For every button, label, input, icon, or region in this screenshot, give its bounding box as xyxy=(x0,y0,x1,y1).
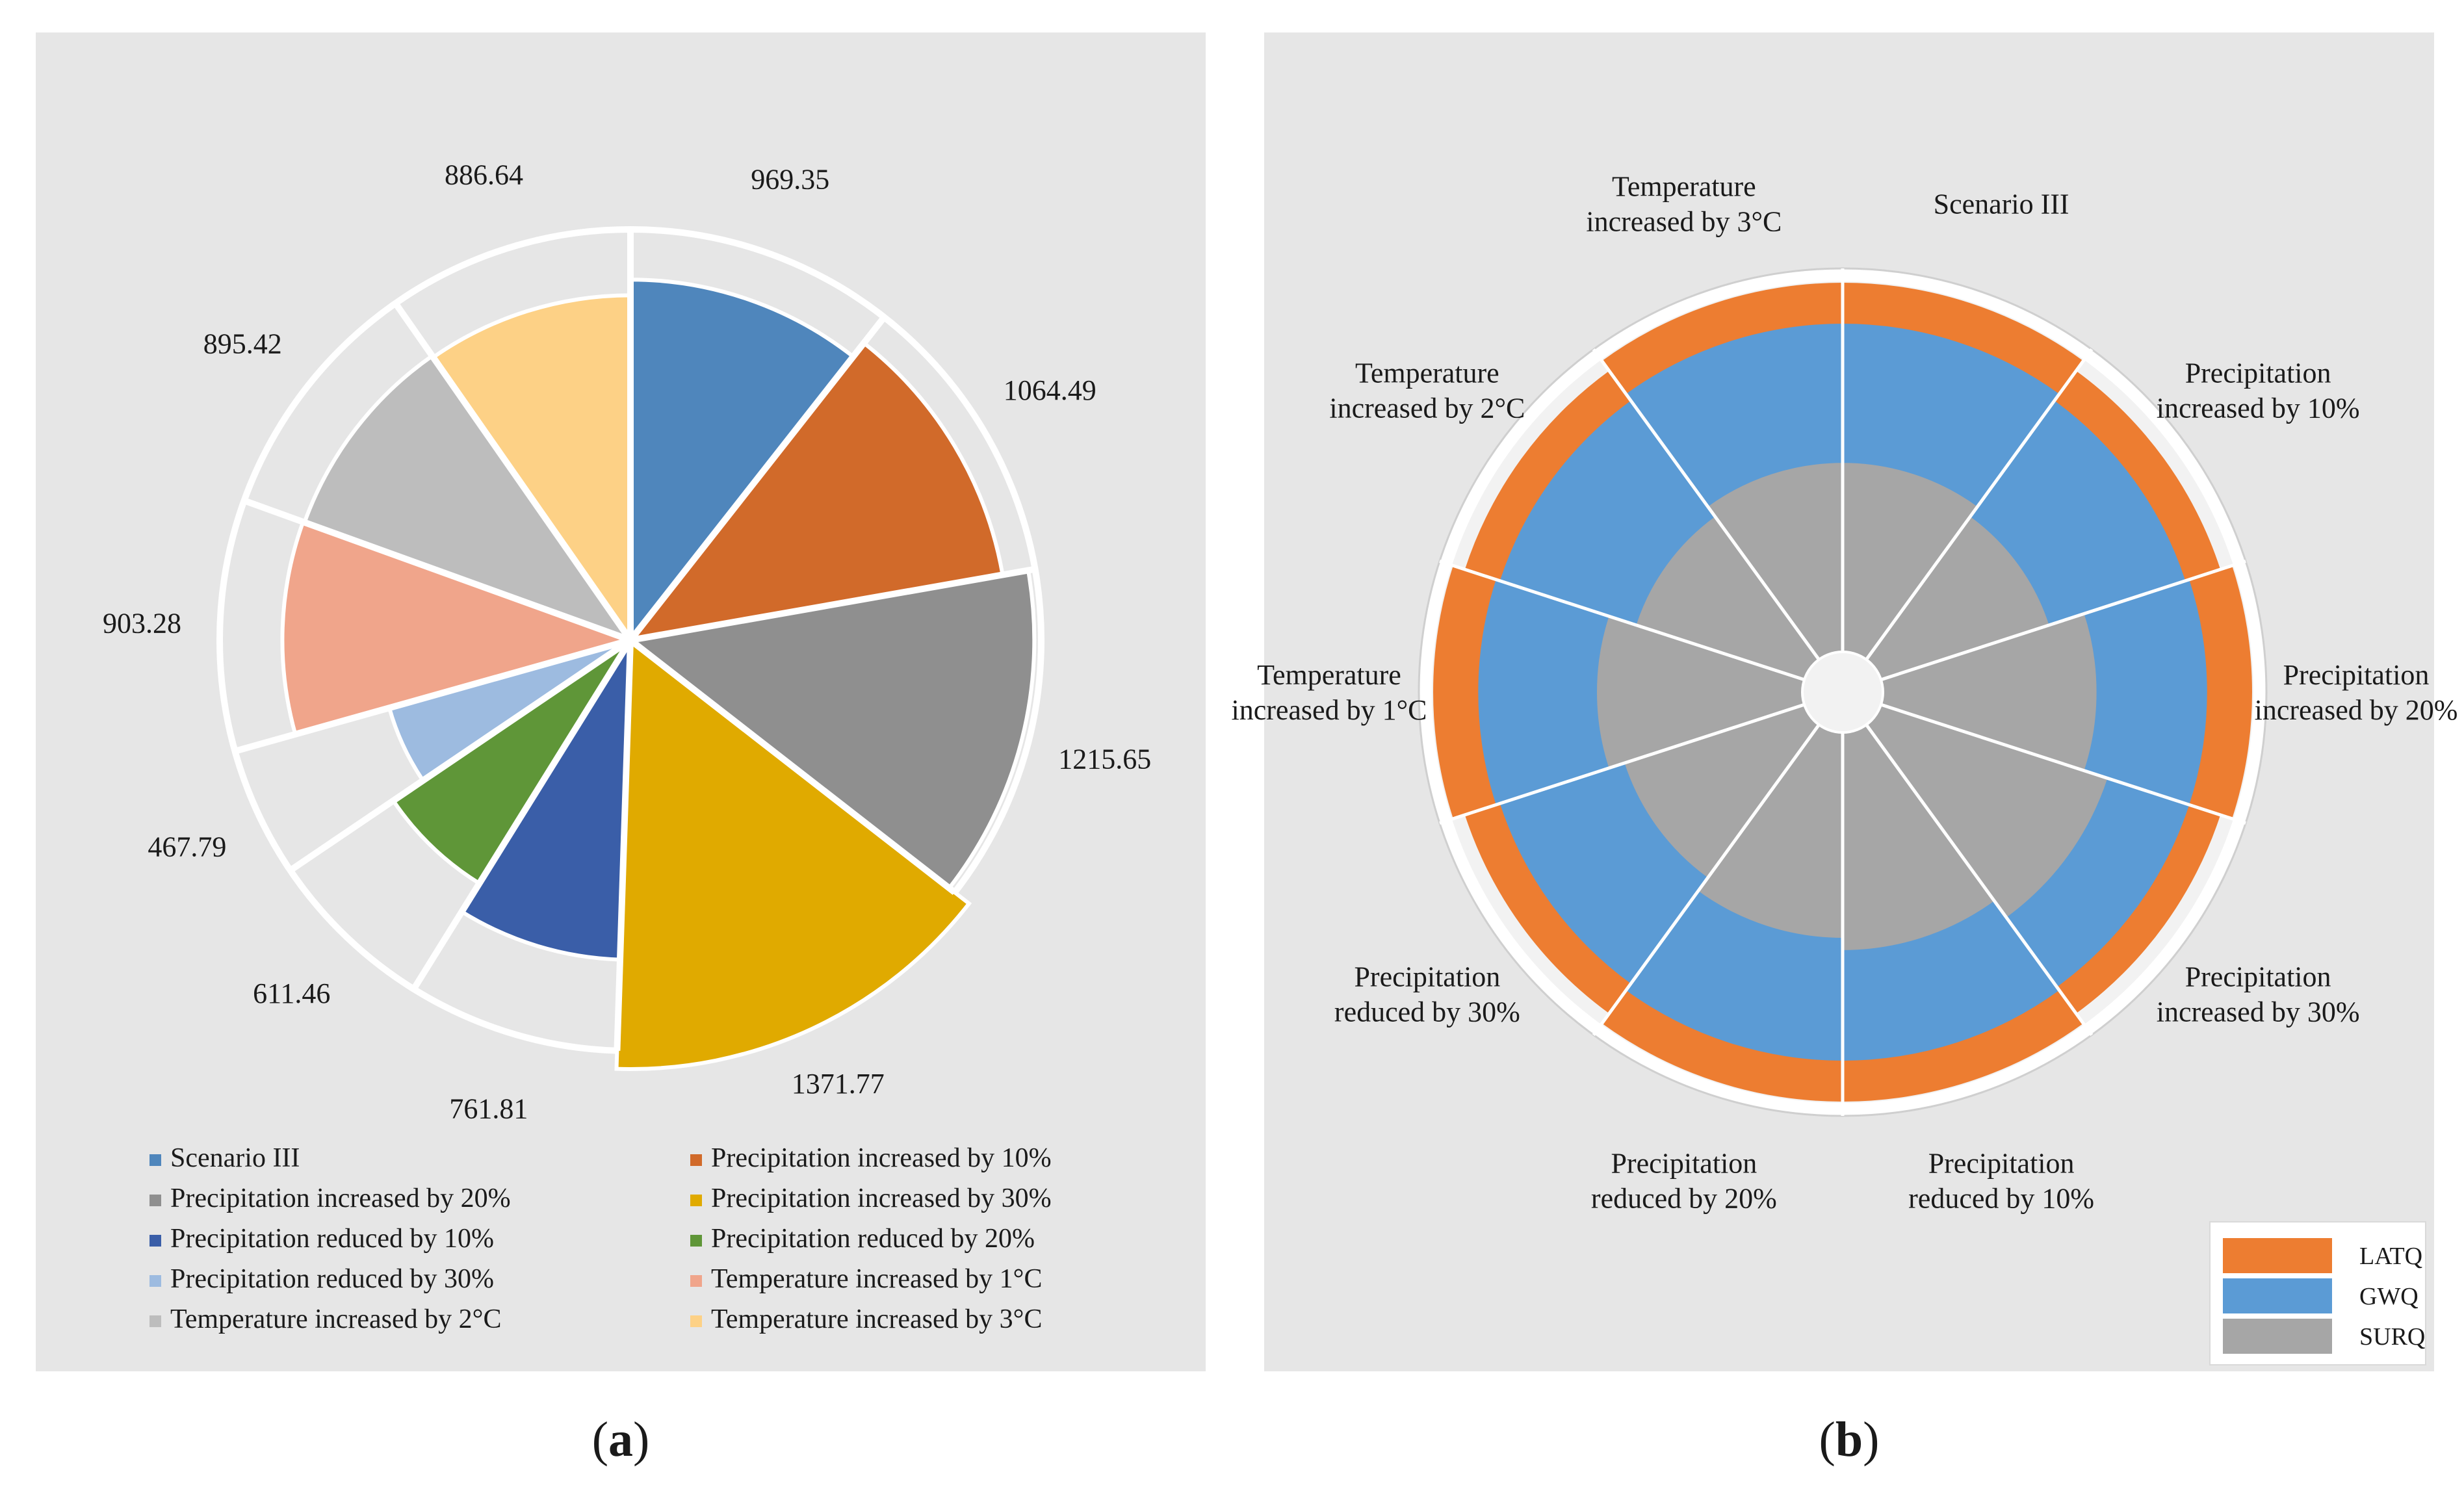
legend-b: LATQ GWQ SURQ xyxy=(2209,1221,2426,1365)
rose-slice-precipitation-increased-by-20pct xyxy=(625,568,1037,891)
legend-a: Scenario III Precipitation increased by 1… xyxy=(149,1143,1052,1334)
rose-slice-temperature-increased-by-1c xyxy=(280,519,637,737)
rose-slice-precipitation-reduced-by-10pct xyxy=(459,632,633,962)
radial-hub xyxy=(1801,651,1884,734)
rose-spoke xyxy=(393,301,634,642)
category-label-precipitation-increased-by-30pct: Precipitation increased by 30% xyxy=(2157,961,2360,1028)
surq-segment-precipitation-increased-by-30pct xyxy=(1843,692,2108,918)
value-label-temperature-increased-by-2c: 895.42 xyxy=(203,328,282,359)
rose-slices xyxy=(280,278,1037,1071)
legend-swatch-precipitation-increased-by-30pct xyxy=(690,1195,702,1206)
surq-segment-precipitation-reduced-by-30pct xyxy=(1624,692,1843,878)
surq-segment-precipitation-reduced-by-10pct xyxy=(1843,692,1995,950)
radial-spoke xyxy=(1841,691,2094,1036)
legend-label-precipitation-reduced-by-30pct: Precipitation reduced by 30% xyxy=(170,1264,494,1294)
value-label-precipitation-reduced-by-10pct: 761.81 xyxy=(449,1093,528,1125)
value-label-temperature-increased-by-3c: 886.64 xyxy=(445,159,523,191)
radial-spokes xyxy=(1439,268,2246,1116)
rose-slice-temperature-increased-by-2c xyxy=(302,353,636,645)
category-label-precipitation-reduced-by-20pct: Precipitation reduced by 20% xyxy=(1591,1147,1777,1214)
surq-segment-temperature-increased-by-1c xyxy=(1597,616,1843,768)
rose-value-labels: 969.35 1064.49 1215.65 1371.77 761.81 611.46 4… xyxy=(103,159,1151,1125)
value-label-scenario-iii: 969.35 xyxy=(751,163,829,195)
legend-swatch-latq xyxy=(2223,1238,2332,1273)
radial-spoke xyxy=(1842,560,2246,694)
surq-segment-temperature-increased-by-3c xyxy=(1707,463,1843,692)
surq-segment-precipitation-increased-by-20pct xyxy=(1843,614,2097,771)
legend-swatch-scenario-iii xyxy=(149,1154,161,1166)
surq-segment-precipitation-reduced-by-20pct xyxy=(1698,692,1843,938)
value-label-precipitation-reduced-by-20pct: 611.46 xyxy=(253,977,330,1009)
legend-swatch-precipitation-reduced-by-20pct xyxy=(690,1235,702,1247)
radial-spoke xyxy=(1592,348,1845,693)
legend-label-precipitation-increased-by-30pct: Precipitation increased by 30% xyxy=(711,1183,1052,1213)
category-label-scenario-iii: Scenario III xyxy=(1934,188,2069,220)
surq-segment-precipitation-increased-by-10pct xyxy=(1843,516,2049,692)
legend-label-temperature-increased-by-2c: Temperature increased by 2°C xyxy=(170,1304,501,1334)
legend-swatch-temperature-increased-by-3c xyxy=(690,1315,702,1327)
radial-chart-panel: Scenario III Precipitation increased by 10… xyxy=(1231,32,2458,1371)
rose-chart-panel: 969.35 1064.49 1215.65 1371.77 761.81 611.46 4… xyxy=(36,32,1206,1371)
category-label-temperature-increased-by-2c: Temperature increased by 2°C xyxy=(1329,357,1525,424)
rose-spokes xyxy=(234,229,1036,1051)
radial-spoke xyxy=(1439,560,1843,694)
rose-spoke xyxy=(630,565,1036,643)
rose-spoke xyxy=(288,637,632,873)
legend-label-precipitation-reduced-by-10pct: Precipitation reduced by 10% xyxy=(170,1224,494,1254)
rose-slice-precipitation-increased-by-30pct xyxy=(614,636,972,1071)
rose-spoke xyxy=(628,638,957,896)
rose-spoke xyxy=(614,640,634,1051)
legend-swatch-precipitation-reduced-by-10pct xyxy=(149,1235,161,1247)
rose-spoke xyxy=(234,637,632,755)
value-label-precipitation-increased-by-30pct: 1371.77 xyxy=(792,1068,885,1100)
category-label-temperature-increased-by-1c: Temperature increased by 1°C xyxy=(1231,659,1427,726)
category-label-precipitation-increased-by-10pct: Precipitation increased by 10% xyxy=(2157,357,2360,424)
value-label-precipitation-increased-by-10pct: 1064.49 xyxy=(1004,374,1096,406)
panel-a-label: (a) xyxy=(592,1412,650,1467)
radial-spoke xyxy=(1842,690,2246,825)
rose-slice-scenario-iii xyxy=(629,278,856,646)
legend-swatch-temperature-increased-by-2c xyxy=(149,1315,161,1327)
rose-slice-precipitation-reduced-by-20pct xyxy=(390,638,632,886)
category-label-precipitation-reduced-by-30pct: Precipitation reduced by 30% xyxy=(1334,961,1520,1028)
legend-swatch-precipitation-reduced-by-30pct xyxy=(149,1275,161,1287)
value-label-temperature-increased-by-1c: 903.28 xyxy=(103,608,181,640)
value-label-precipitation-increased-by-20pct: 1215.65 xyxy=(1058,743,1151,775)
legend-label-scenario-iii: Scenario III xyxy=(170,1143,300,1173)
legend-label-surq: SURQ xyxy=(2359,1323,2425,1351)
legend-swatch-gwq xyxy=(2223,1278,2332,1313)
legend-label-gwq: GWQ xyxy=(2359,1283,2419,1310)
legend-label-temperature-increased-by-1c: Temperature increased by 1°C xyxy=(711,1264,1042,1294)
category-label-precipitation-increased-by-20pct: Precipitation increased by 20% xyxy=(2255,659,2458,726)
radial-spoke xyxy=(1439,690,1843,825)
rose-spoke xyxy=(411,638,634,991)
panel-b-label: (b) xyxy=(1819,1412,1880,1467)
radial-spoke xyxy=(1592,691,1845,1036)
rose-spoke xyxy=(242,497,632,643)
panel-b-letter: b xyxy=(1835,1412,1863,1467)
surq-segment-scenario-iii xyxy=(1843,463,1978,692)
legend-label-precipitation-reduced-by-20pct: Precipitation reduced by 20% xyxy=(711,1224,1035,1254)
rose-slice-precipitation-increased-by-10pct xyxy=(625,340,1005,643)
surq-segment-temperature-increased-by-2c xyxy=(1636,516,1843,692)
rose-spoke xyxy=(628,315,887,643)
rose-slice-temperature-increased-by-3c xyxy=(430,293,632,647)
legend-swatch-temperature-increased-by-1c xyxy=(690,1275,702,1287)
legend-swatch-precipitation-increased-by-20pct xyxy=(149,1195,161,1206)
category-label-precipitation-reduced-by-10pct: Precipitation reduced by 10% xyxy=(1908,1147,2094,1214)
radial-category-labels: Scenario III Precipitation increased by 10… xyxy=(1231,171,2458,1215)
legend-label-precipitation-increased-by-10pct: Precipitation increased by 10% xyxy=(711,1143,1052,1173)
category-label-temperature-increased-by-3c: Temperature increased by 3°C xyxy=(1586,171,1782,238)
panel-a-letter: a xyxy=(608,1412,633,1467)
radial-spoke xyxy=(1841,348,2094,693)
value-label-precipitation-reduced-by-30pct: 467.79 xyxy=(148,831,226,862)
legend-swatch-surq xyxy=(2223,1319,2332,1354)
legend-label-temperature-increased-by-3c: Temperature increased by 3°C xyxy=(711,1304,1042,1334)
legend-label-precipitation-increased-by-20pct: Precipitation increased by 20% xyxy=(170,1183,511,1213)
legend-label-latq: LATQ xyxy=(2359,1243,2422,1270)
legend-swatch-precipitation-increased-by-10pct xyxy=(690,1154,702,1166)
